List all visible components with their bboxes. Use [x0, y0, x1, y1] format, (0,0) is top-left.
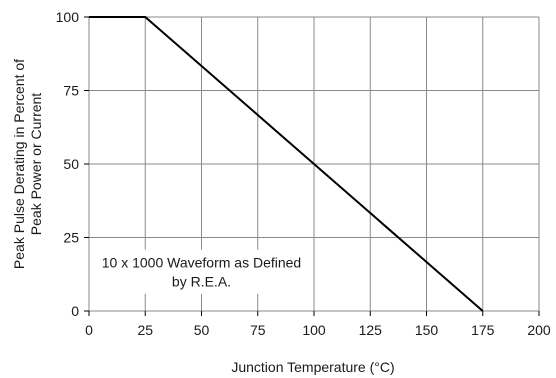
y-tick-label: 0 — [71, 303, 79, 319]
y-tick-labels: 0 25 50 75 100 — [56, 9, 80, 319]
y-tick-label: 75 — [63, 83, 79, 99]
y-axis-label: Peak Pulse Derating in Percent of Peak Po… — [11, 59, 44, 269]
y-axis-label-line-1: Peak Pulse Derating in Percent of — [11, 59, 27, 269]
annotation-background — [89, 249, 314, 294]
x-axis-label: Junction Temperature (°C) — [231, 359, 394, 375]
annotation: 10 x 1000 Waveform as Defined by R.E.A. — [89, 249, 314, 294]
x-tick-label: 25 — [137, 322, 153, 338]
x-tick-label: 100 — [302, 322, 326, 338]
x-tick-label: 50 — [194, 322, 210, 338]
y-tick-label: 50 — [63, 156, 79, 172]
annotation-line-1: 10 x 1000 Waveform as Defined — [102, 255, 301, 271]
x-tick-labels: 0 25 50 75 100 125 150 175 200 — [85, 322, 551, 338]
y-axis-label-line-2: Peak Power or Current — [28, 93, 44, 236]
series-line-0 — [89, 16, 484, 312]
x-tick-label: 150 — [415, 322, 439, 338]
series-layer — [89, 16, 484, 312]
x-tick-label: 175 — [471, 322, 495, 338]
y-tick-label: 100 — [56, 9, 80, 25]
x-tick-label: 75 — [250, 322, 266, 338]
x-tick-label: 125 — [359, 322, 383, 338]
x-tick-label: 200 — [527, 322, 551, 338]
annotation-line-2: by R.E.A. — [172, 274, 231, 290]
grid-lines — [84, 16, 540, 316]
x-tick-label: 0 — [85, 322, 93, 338]
y-tick-label: 25 — [63, 230, 79, 246]
